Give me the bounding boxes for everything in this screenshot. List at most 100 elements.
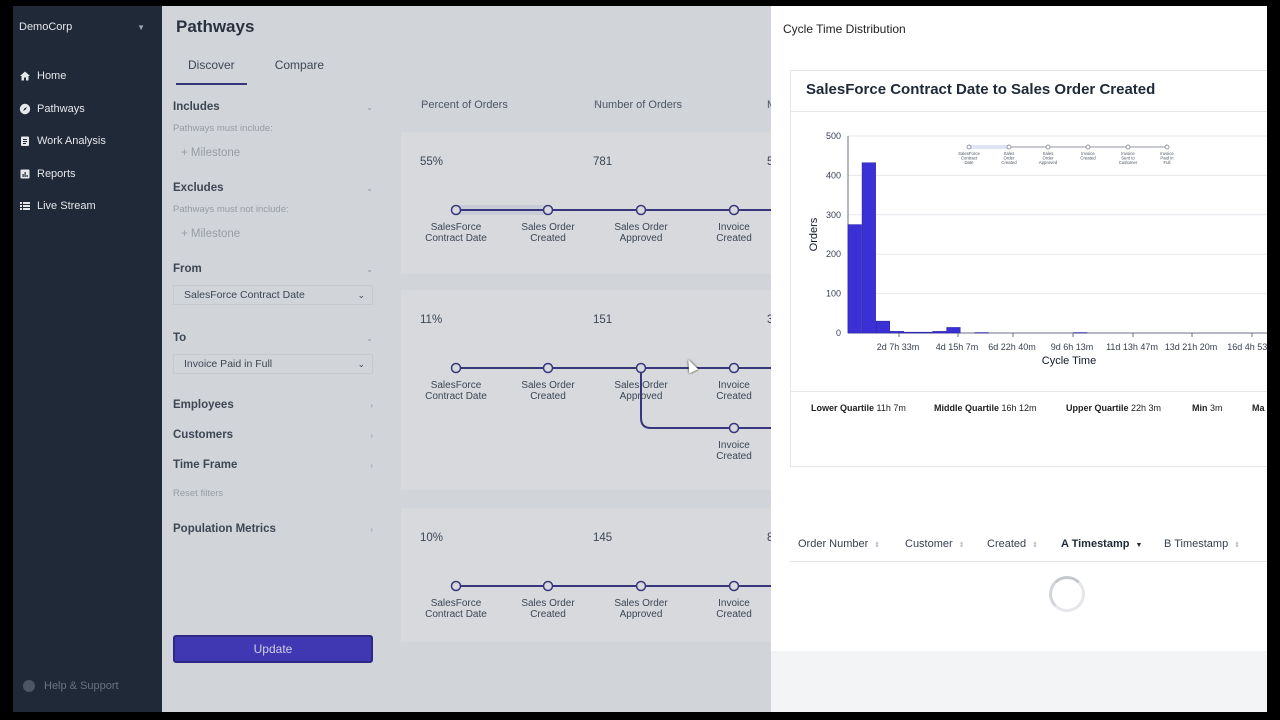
sidebar-item-live-stream[interactable]: Live Stream bbox=[19, 190, 159, 223]
includes-header[interactable]: Includes ⌄ bbox=[173, 100, 373, 114]
stat-label: Upper Quartile bbox=[1066, 403, 1129, 413]
y-axis-label: Orders bbox=[808, 217, 820, 251]
sort-icon: ⇕ bbox=[874, 542, 881, 549]
from-select[interactable]: SalesForce Contract Date ⌄ bbox=[173, 285, 373, 305]
th-customer[interactable]: Customer ⇕ bbox=[905, 538, 965, 550]
stat-lower-quartile: Lower Quartile 11h 7m bbox=[811, 403, 906, 413]
pathway-percent: 11% bbox=[420, 314, 443, 326]
employees-filter[interactable]: Employees › bbox=[173, 398, 373, 412]
time-frame-label: Time Frame bbox=[173, 459, 238, 471]
pathways-main: Pathways Discover Compare Includes ⌄ Pat… bbox=[162, 6, 781, 712]
sort-icon: ⇕ bbox=[594, 100, 600, 107]
histogram-bar bbox=[861, 162, 876, 334]
mini-stage-node bbox=[1125, 144, 1131, 150]
col-label: Number of Orders bbox=[594, 99, 683, 111]
population-metrics-filter[interactable]: Population Metrics › bbox=[173, 522, 373, 536]
stage-label: Sales Order Approved bbox=[614, 598, 668, 620]
th-a-timestamp[interactable]: A Timestamp ▼ bbox=[1061, 538, 1142, 550]
chevron-down-icon: ⌄ bbox=[366, 183, 373, 193]
includes-hint: Pathways must include: bbox=[173, 123, 273, 134]
sort-icon: ⇕ bbox=[958, 542, 965, 549]
stage-label: Sales Order Approved bbox=[614, 222, 668, 244]
add-include-milestone-button[interactable]: + Milestone bbox=[181, 147, 241, 159]
pathway-card[interactable]: 10% 145 8 SalesForce Contract Date Sales… bbox=[401, 508, 781, 642]
org-switcher[interactable]: DemoCorp ▼ bbox=[19, 21, 145, 33]
mini-stage-node bbox=[966, 144, 972, 150]
mini-stage-label: Invoice bbox=[1121, 151, 1135, 156]
x-tick-label: 4d 15h 7m bbox=[936, 342, 979, 352]
clipboard-icon bbox=[21, 136, 29, 147]
chevron-right-icon: › bbox=[370, 460, 373, 470]
sort-icon: ⇕ bbox=[1032, 542, 1039, 549]
stage-label: SalesForce Contract Date bbox=[425, 380, 487, 402]
stage-label: Invoice Created bbox=[716, 222, 752, 244]
divider bbox=[791, 391, 1267, 392]
stat-value: 3m bbox=[1210, 403, 1223, 413]
update-button[interactable]: Update bbox=[173, 635, 373, 663]
th-label: A Timestamp bbox=[1061, 538, 1130, 550]
employees-label: Employees bbox=[173, 399, 234, 411]
chart-icon bbox=[20, 169, 30, 179]
th-created[interactable]: Created ⇕ bbox=[987, 538, 1038, 550]
col-label: Percent of Orders bbox=[421, 99, 508, 111]
sidebar-nav: Home Pathways Work Analysis Reports Live… bbox=[19, 60, 159, 223]
sidebar-item-home[interactable]: Home bbox=[19, 60, 159, 93]
mini-stage-node bbox=[1045, 144, 1051, 150]
stat-label: Lower Quartile bbox=[811, 403, 875, 413]
th-label: Customer bbox=[905, 538, 953, 550]
x-tick-label: 13d 21h 20m bbox=[1165, 342, 1218, 352]
to-select-value: Invoice Paid in Full bbox=[184, 358, 273, 370]
mini-stage-label: Customer bbox=[1119, 160, 1138, 165]
mini-stage-node bbox=[1164, 144, 1170, 150]
org-name: DemoCorp bbox=[19, 21, 73, 33]
excludes-header[interactable]: Excludes ⌄ bbox=[173, 181, 373, 195]
pathway-line bbox=[450, 580, 781, 592]
th-b-timestamp[interactable]: B Timestamp ⇕ bbox=[1164, 538, 1240, 550]
excludes-hint: Pathways must not include: bbox=[173, 204, 289, 215]
add-exclude-milestone-button[interactable]: + Milestone bbox=[181, 228, 241, 240]
reset-filters-link[interactable]: Reset filters bbox=[173, 488, 224, 499]
th-label: Created bbox=[987, 538, 1027, 550]
mini-stage-label: Contract bbox=[961, 156, 978, 161]
drawer-body: SalesForce Contract Date to Sales Order … bbox=[771, 54, 1267, 651]
filters-panel: Includes ⌄ Pathways must include: + Mile… bbox=[173, 100, 373, 536]
population-metrics-label: Population Metrics bbox=[173, 523, 276, 535]
x-tick-label: 6d 22h 40m bbox=[988, 342, 1036, 352]
excludes-label: Excludes bbox=[173, 182, 224, 194]
from-header[interactable]: From ⌄ bbox=[173, 262, 373, 276]
stat-min: Min 3m bbox=[1192, 403, 1223, 413]
help-support-link[interactable]: Help & Support bbox=[23, 680, 119, 692]
mini-stage-label: Created bbox=[1080, 156, 1096, 161]
help-label: Help & Support bbox=[44, 680, 119, 692]
customers-filter[interactable]: Customers › bbox=[173, 428, 373, 442]
mini-stage-label: Invoice bbox=[1081, 151, 1095, 156]
chevron-down-icon: ⌄ bbox=[366, 102, 373, 112]
chevron-right-icon: › bbox=[370, 400, 373, 410]
histogram-bar bbox=[904, 331, 919, 334]
tab-discover[interactable]: Discover bbox=[176, 54, 247, 85]
pathway-card[interactable]: 11% 151 3 SalesForce Contract Date Sales… bbox=[401, 290, 781, 490]
mini-stage-label: Paid in bbox=[1160, 156, 1174, 161]
mini-stage-label: SalesForce bbox=[958, 151, 980, 156]
y-tick-label: 400 bbox=[826, 170, 841, 180]
th-order-number[interactable]: Order Number ⇕ bbox=[798, 538, 880, 550]
mini-stage-label: Sales bbox=[1004, 151, 1015, 156]
divider bbox=[791, 111, 1267, 112]
to-header[interactable]: To ⌄ bbox=[173, 331, 373, 345]
x-tick-label: 11d 13h 47m bbox=[1106, 342, 1158, 352]
chevron-down-icon: ⌄ bbox=[366, 264, 373, 274]
pathway-card[interactable]: 55% 781 5 SalesForce Contract Date Sales… bbox=[401, 132, 781, 274]
sidebar-item-label: Live Stream bbox=[37, 200, 96, 213]
stage-label: Invoice Created bbox=[716, 440, 752, 462]
pathway-extra: 5 bbox=[767, 156, 773, 168]
tab-compare[interactable]: Compare bbox=[274, 58, 325, 72]
sort-desc-icon: ▼ bbox=[1135, 542, 1143, 549]
to-select[interactable]: Invoice Paid in Full ⌄ bbox=[173, 354, 373, 374]
histogram-chart: SalesForceContractDateSalesOrderCreatedS… bbox=[808, 131, 1267, 367]
sidebar-item-work-analysis[interactable]: Work Analysis bbox=[19, 125, 159, 158]
sidebar-item-reports[interactable]: Reports bbox=[19, 158, 159, 191]
stage-label: Invoice Created bbox=[716, 380, 752, 402]
time-frame-filter[interactable]: Time Frame › bbox=[173, 458, 373, 472]
sidebar-item-pathways[interactable]: Pathways bbox=[19, 93, 159, 126]
chevron-right-icon: › bbox=[370, 430, 373, 440]
